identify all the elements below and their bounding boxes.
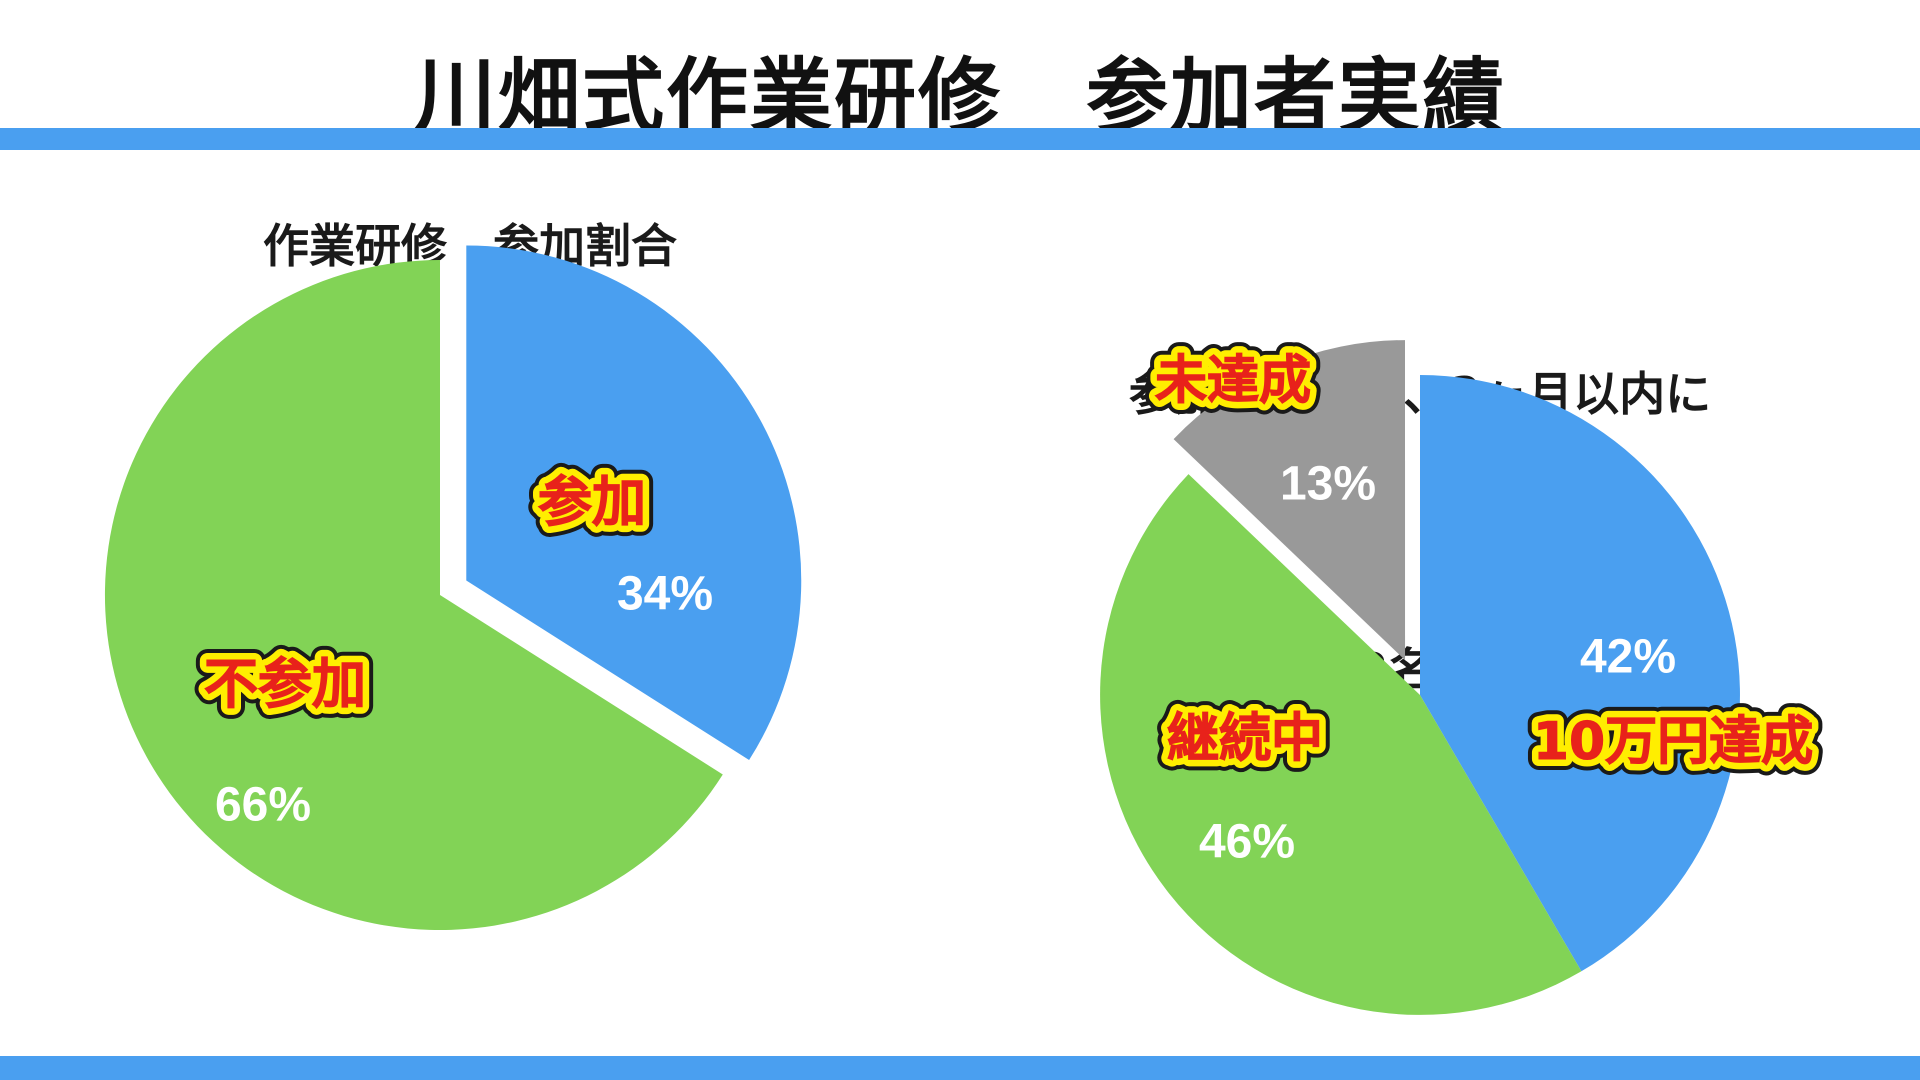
pie-2-callout-label-2: 継続中 bbox=[1167, 709, 1323, 769]
pie-2-slice-2 bbox=[1100, 474, 1582, 1015]
pie-2-callout-outline-1: 10万円達成 bbox=[1533, 712, 1813, 772]
pie-1-slice-2 bbox=[104, 259, 723, 930]
pie-1-callout-glow-2: 不参加 bbox=[204, 653, 366, 716]
pie-1-callout-glow-1: 参加 bbox=[538, 471, 646, 534]
pie-chart-2: 42%46%13%10万円達成10万円達成10万円達成継続中継続中継続中未達成未… bbox=[1100, 340, 1824, 1015]
pie-2-slice-1 bbox=[1420, 375, 1740, 972]
pie-2-callout-label-1: 10万円達成 bbox=[1533, 712, 1813, 772]
chart-title-participation: 作業研修 参加割合 bbox=[263, 219, 677, 273]
pie-2-value-label-2: 46% bbox=[1199, 816, 1295, 869]
pie-2-callout-outline-3: 未達成 bbox=[1155, 351, 1311, 411]
pie-2-callout-glow-2: 継続中 bbox=[1167, 709, 1323, 769]
pie-2-callout-glow-3: 未達成 bbox=[1155, 351, 1311, 411]
pie-2-callout-label-3: 未達成 bbox=[1155, 351, 1311, 411]
pie-1-slice-1 bbox=[466, 245, 802, 760]
pie-1-callout-outline-2: 不参加 bbox=[204, 653, 366, 716]
pie-2-slice-3 bbox=[1173, 340, 1406, 661]
top-divider bbox=[0, 128, 1920, 150]
pie-1-callout-label-1: 参加 bbox=[538, 471, 646, 534]
pie-1-value-label-2: 66% bbox=[215, 779, 311, 832]
pie-2-callout-outline-2: 継続中 bbox=[1167, 709, 1323, 769]
pie-1-callout-outline-1: 参加 bbox=[538, 471, 646, 534]
pie-2-value-label-3: 13% bbox=[1280, 458, 1376, 511]
pie-2-value-label-1: 42% bbox=[1580, 631, 1676, 684]
pie-1-value-label-1: 34% bbox=[617, 568, 713, 621]
bottom-divider bbox=[0, 1056, 1920, 1080]
pie-1-callout-label-2: 不参加 bbox=[204, 653, 366, 716]
pie-2-callout-glow-1: 10万円達成 bbox=[1533, 712, 1813, 772]
